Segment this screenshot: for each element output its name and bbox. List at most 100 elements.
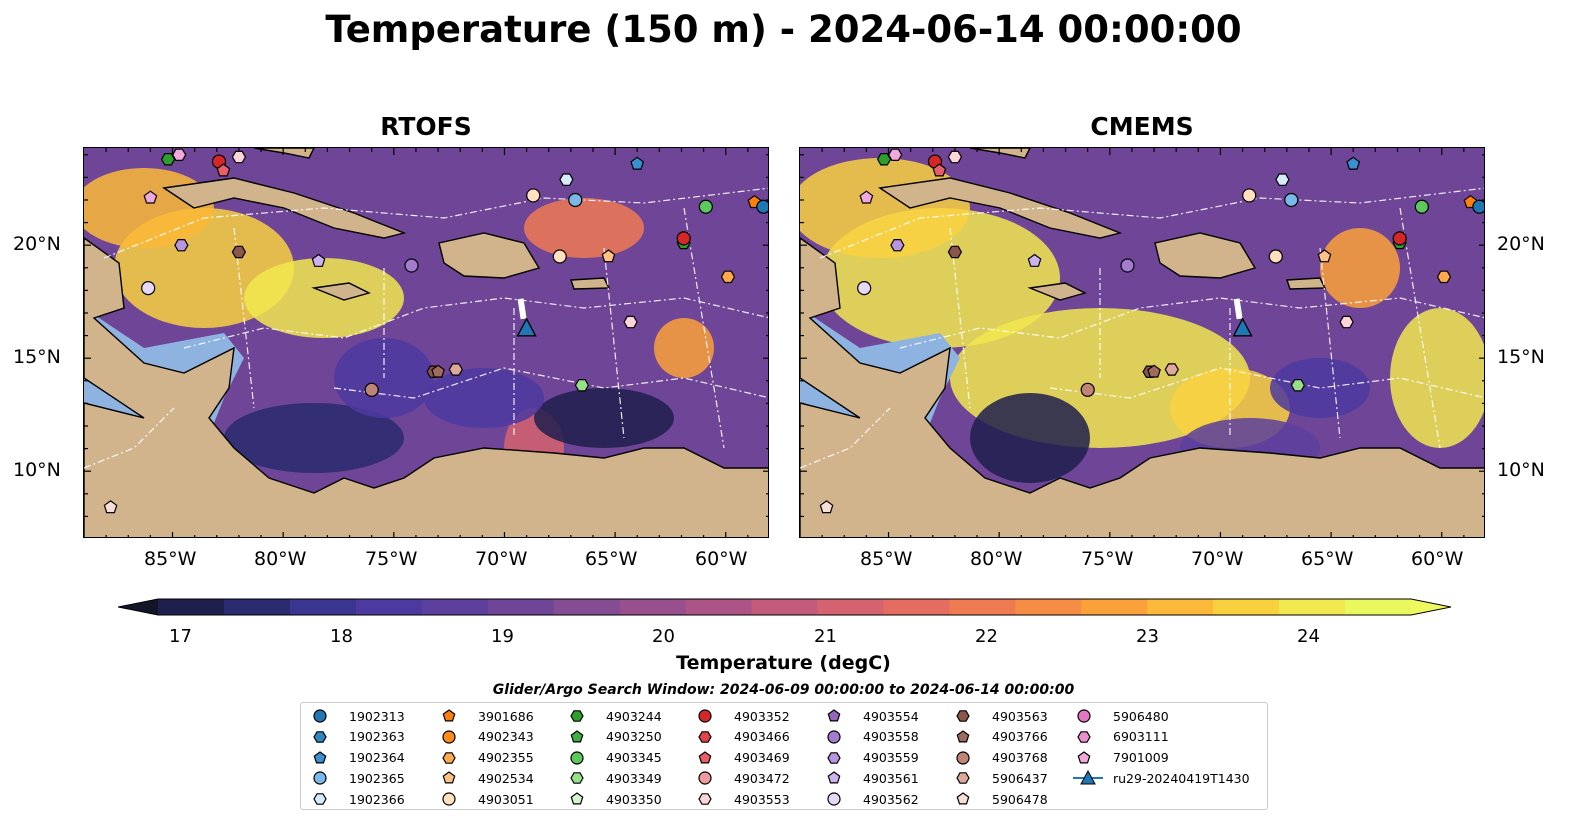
- pentagon-marker-icon: [442, 709, 456, 722]
- colorbar-tick-label: 21: [814, 626, 837, 647]
- legend-label: 4903345: [606, 750, 662, 766]
- land-masses: [84, 148, 768, 537]
- x-tick-label: 65°W: [585, 548, 638, 570]
- colorbar-tick-label: 18: [330, 626, 353, 647]
- argo-float-marker: [172, 148, 187, 161]
- hexagon-marker-icon: [698, 730, 712, 743]
- y-tick-label: 10°N: [13, 459, 61, 481]
- pentagon-marker-icon: [570, 792, 584, 805]
- hexagon-marker-icon: [827, 751, 841, 764]
- map-canvas: [800, 148, 1484, 537]
- pentagon-marker-icon: [827, 709, 841, 722]
- colorbar-tick-label: 24: [1297, 626, 1320, 647]
- legend-item: 3901686: [438, 706, 534, 726]
- argo-float-marker: [559, 173, 574, 186]
- legend-label: 4903558: [863, 729, 919, 745]
- legend-label: 4903554: [863, 708, 919, 724]
- circle-marker-icon: [442, 730, 456, 744]
- legend-item: 4902355: [438, 748, 534, 768]
- pentagon-marker-icon: [1077, 750, 1091, 764]
- map-cmems: [799, 147, 1485, 538]
- legend: 1902313 1902363 1902364 1902365 1902366 39016…: [300, 702, 1268, 810]
- argo-float-marker: [574, 379, 590, 392]
- legend-label: 4903349: [606, 770, 662, 786]
- argo-float-marker: [601, 249, 616, 263]
- legend-item: 4903349: [566, 768, 662, 788]
- colorbar-segment: [1213, 599, 1280, 615]
- argo-float-marker: [1436, 270, 1452, 284]
- hexagon-marker-icon: [313, 730, 327, 743]
- x-tick-label: 75°W: [1081, 548, 1134, 570]
- colorbar-extend-low: [118, 599, 158, 615]
- legend-label: 5906478: [992, 791, 1048, 807]
- legend-item: 7901009: [1073, 748, 1169, 768]
- argo-float-marker: [526, 188, 541, 203]
- argo-float-marker: [947, 150, 963, 164]
- pentagon-marker-icon: [827, 771, 841, 784]
- colorbar-tick-label: 17: [169, 626, 192, 647]
- map-rtofs: [83, 147, 769, 538]
- argo-float-marker: [216, 163, 231, 177]
- colorbar-segment: [1081, 599, 1148, 615]
- glider-marker: [516, 317, 537, 337]
- axis-ticks: [84, 148, 768, 537]
- argo-float-marker: [876, 153, 892, 166]
- panel-title-cmems: CMEMS: [1090, 112, 1194, 141]
- legend-label: 4902343: [478, 729, 534, 745]
- legend-item: 4903345: [566, 748, 662, 768]
- legend-item: 1902363: [309, 727, 405, 747]
- legend-label: 7901009: [1113, 750, 1169, 766]
- argo-float-marker: [756, 199, 768, 214]
- pentagon-marker-icon: [956, 792, 970, 805]
- glider-marker: [1232, 317, 1253, 337]
- legend-item: 4903466: [694, 727, 790, 747]
- argo-float-marker: [676, 231, 691, 246]
- colorbar-tick-label: 23: [1136, 626, 1159, 647]
- legend-item: 4903766: [952, 727, 1048, 747]
- legend-label: 4903768: [992, 750, 1048, 766]
- legend-label: 4903051: [478, 791, 534, 807]
- legend-label: 4903561: [863, 770, 919, 786]
- legend-label: 4903472: [734, 770, 790, 786]
- argo-float-marker: [859, 190, 874, 204]
- colorbar-segment: [751, 599, 818, 615]
- legend-label: ru29-20240419T1430: [1113, 770, 1250, 786]
- argo-float-marker: [932, 163, 947, 177]
- argo-float-marker: [1147, 364, 1161, 378]
- colorbar-segment: [487, 599, 555, 615]
- argo-float-marker: [231, 150, 247, 164]
- y-tick-label: 10°N: [1497, 459, 1545, 481]
- pentagon-marker-icon: [442, 771, 456, 784]
- argo-float-marker: [1275, 173, 1290, 186]
- circle-marker-icon: [313, 709, 327, 723]
- colorbar-segment: [158, 599, 225, 615]
- x-tick-label: 75°W: [365, 548, 418, 570]
- argo-float-marker: [630, 156, 645, 170]
- circle-marker-icon: [442, 792, 456, 806]
- legend-label: 1902366: [349, 791, 405, 807]
- argo-float-marker: [1164, 363, 1179, 376]
- map-canvas: [84, 148, 768, 537]
- colorbar-segment: [949, 599, 1016, 615]
- legend-label: 4903466: [734, 729, 790, 745]
- argo-float-marker: [819, 500, 834, 514]
- legend-item: 4903563: [952, 706, 1048, 726]
- hexagon-marker-icon: [698, 793, 712, 805]
- hexagon-marker-icon: [570, 772, 584, 785]
- legend-label: 1902313: [349, 708, 405, 724]
- colorbar-segment: [289, 599, 357, 615]
- legend-item: 4903553: [694, 789, 790, 809]
- pentagon-marker-icon: [570, 730, 584, 743]
- legend-item: 4903559: [823, 748, 919, 768]
- argo-float-marker: [1472, 199, 1484, 214]
- argo-float-marker: [143, 190, 158, 204]
- legend-item: 1902365: [309, 768, 405, 788]
- legend-label: 4903244: [606, 708, 662, 724]
- legend-label: 4903563: [992, 708, 1048, 724]
- argo-float-marker: [1414, 199, 1429, 214]
- legend-label: 5906437: [992, 770, 1048, 786]
- colorbar-segment: [223, 599, 291, 615]
- legend-label: 4902534: [478, 770, 534, 786]
- legend-item: 1902364: [309, 748, 405, 768]
- y-tick-label: 20°N: [13, 233, 61, 255]
